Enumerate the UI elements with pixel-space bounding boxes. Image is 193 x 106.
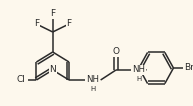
Text: F: F [50,10,55,19]
Text: H: H [136,76,142,82]
Text: N: N [49,66,56,75]
Text: Br: Br [184,63,193,73]
Text: NH: NH [132,66,146,75]
Text: H: H [90,86,96,92]
Text: O: O [113,47,119,56]
Text: Cl: Cl [17,75,25,84]
Text: F: F [66,20,72,29]
Text: F: F [34,20,39,29]
Text: NH: NH [86,75,99,84]
